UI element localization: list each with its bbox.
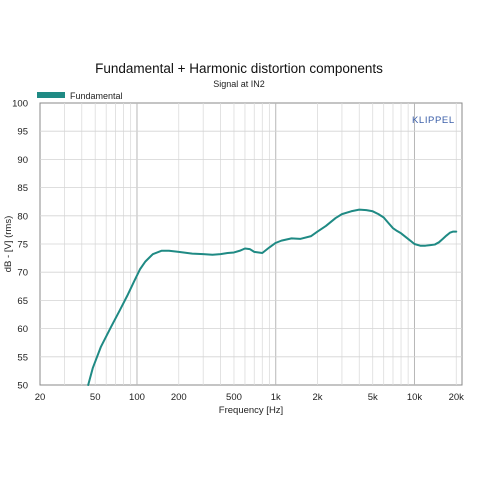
y-tick-label: 90: [17, 155, 28, 166]
x-tick-label: 500: [226, 392, 242, 403]
x-tick-label: 2k: [312, 392, 322, 403]
klippel-watermark: KLIPPEL: [412, 115, 455, 126]
y-tick-label: 55: [17, 352, 28, 363]
legend: Fundamental: [37, 91, 123, 101]
x-axis-ticks: 20 50 100 200 500 1k 2k 5k 10k 20k: [35, 392, 464, 403]
y-tick-label: 100: [12, 99, 28, 110]
x-tick-label: 200: [171, 392, 187, 403]
legend-label: Fundamental: [70, 91, 123, 101]
y-tick-label: 60: [17, 324, 28, 335]
x-tick-label: 100: [129, 392, 145, 403]
y-tick-label: 85: [17, 183, 28, 194]
x-tick-label: 50: [90, 392, 101, 403]
y-tick-label: 65: [17, 296, 28, 307]
x-tick-label: 5k: [368, 392, 378, 403]
x-tick-label: 10k: [407, 392, 423, 403]
y-tick-label: 70: [17, 268, 28, 279]
y-tick-label: 75: [17, 240, 28, 251]
y-axis-label: dB - [V] (rms): [3, 216, 14, 272]
x-axis-label: Frequency [Hz]: [219, 405, 283, 416]
x-tick-label: 1k: [271, 392, 281, 403]
grid: [40, 103, 462, 385]
y-tick-label: 50: [17, 381, 28, 392]
series-layer: [87, 208, 458, 386]
chart-subtitle: Signal at IN2: [213, 79, 265, 89]
y-tick-label: 95: [17, 127, 28, 138]
y-axis-ticks: 50 55 60 65 70 75 80 85 90 95 100: [12, 99, 28, 392]
series-line-fundamental: [87, 208, 458, 386]
legend-swatch: [37, 92, 65, 98]
x-tick-label: 20k: [449, 392, 465, 403]
x-tick-label: 20: [35, 392, 46, 403]
y-tick-label: 80: [17, 211, 28, 222]
chart-title: Fundamental + Harmonic distortion compon…: [95, 61, 383, 76]
